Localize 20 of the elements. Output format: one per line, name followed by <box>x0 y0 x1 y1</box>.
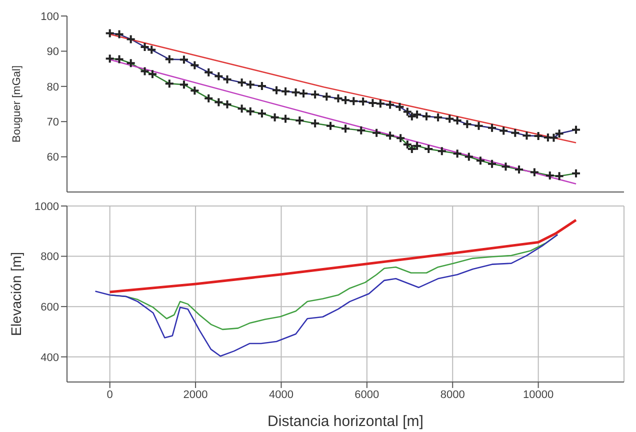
y-tick-label: 1000 <box>34 200 59 213</box>
y-tick-label: 400 <box>40 352 59 364</box>
x-axis-title: Distancia horizontal [m] <box>268 413 424 430</box>
y-axis-title: Elevación [m] <box>8 252 24 336</box>
x-tick-label: 6000 <box>354 388 380 401</box>
y-tick-label: 90 <box>46 46 59 58</box>
y-axis-title: Bouguer [mGal] <box>10 65 23 143</box>
x-tick-label: 4000 <box>268 388 294 401</box>
y-tick-label: 80 <box>46 81 59 94</box>
y-tick-label: 100 <box>40 10 59 23</box>
x-tick-label: 0 <box>106 388 113 401</box>
x-tick-label: 2000 <box>183 388 208 401</box>
y-tick-label: 60 <box>46 152 59 164</box>
x-tick-label: 10000 <box>523 388 554 401</box>
y-tick-label: 600 <box>40 301 59 314</box>
line-series <box>94 234 558 357</box>
line-series <box>108 218 578 294</box>
y-tick-label: 70 <box>46 116 59 129</box>
x-tick-label: 8000 <box>440 388 465 401</box>
y-tick-label: 800 <box>40 251 59 264</box>
